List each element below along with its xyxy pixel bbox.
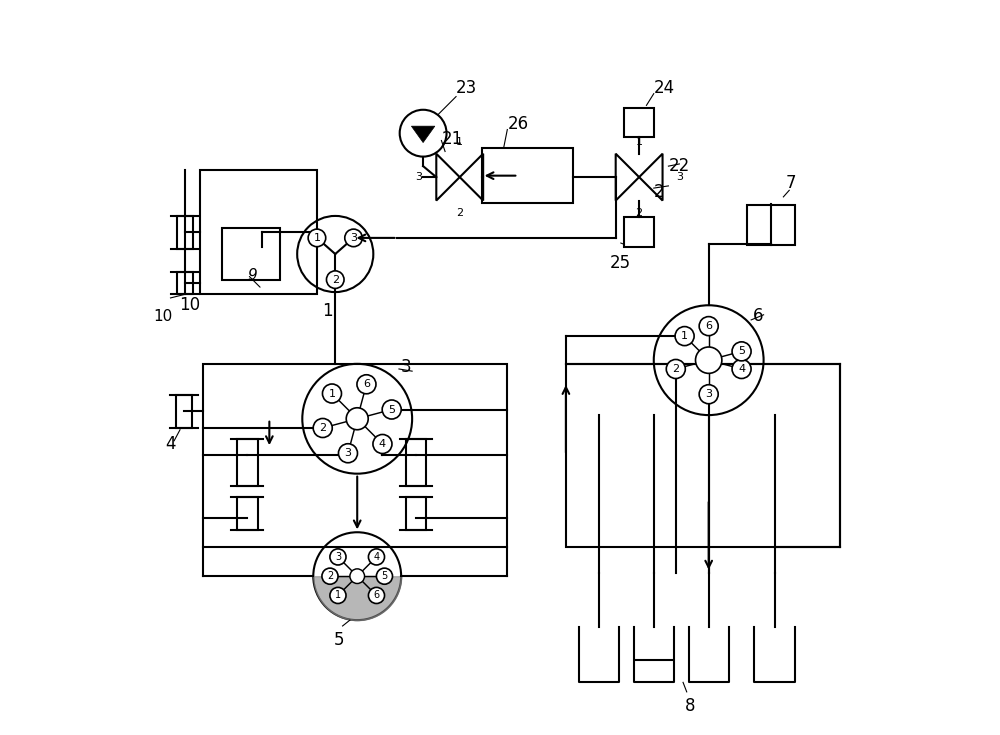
Circle shape [330, 587, 346, 603]
Bar [624, 107, 654, 137]
Circle shape [346, 408, 368, 430]
Text: 25: 25 [610, 254, 631, 272]
Text: 2: 2 [456, 207, 463, 218]
Circle shape [313, 418, 332, 437]
Bar [406, 439, 426, 487]
Circle shape [350, 569, 365, 584]
Text: 3: 3 [677, 172, 684, 182]
Circle shape [732, 359, 751, 379]
Text: 9: 9 [247, 268, 257, 284]
Text: 1: 1 [335, 590, 341, 600]
Text: 3: 3 [415, 172, 422, 182]
Bar [203, 364, 507, 547]
Circle shape [326, 270, 344, 288]
Circle shape [368, 549, 385, 565]
Text: 6: 6 [373, 590, 380, 600]
Bar [624, 218, 654, 247]
Circle shape [357, 375, 376, 394]
Text: 3: 3 [705, 390, 712, 399]
Text: 1: 1 [328, 389, 335, 398]
Text: 4: 4 [373, 552, 380, 562]
Circle shape [308, 229, 326, 247]
Text: 4: 4 [738, 364, 745, 374]
Circle shape [338, 444, 357, 463]
Circle shape [368, 587, 385, 603]
Circle shape [322, 384, 341, 403]
Bar [177, 215, 193, 248]
Circle shape [699, 317, 718, 336]
Bar [177, 272, 193, 294]
Text: 23: 23 [456, 79, 477, 96]
Text: 5: 5 [381, 571, 388, 581]
Text: 10: 10 [154, 309, 173, 324]
Text: 2: 2 [654, 183, 664, 201]
Text: 1: 1 [456, 137, 463, 147]
Text: 26: 26 [507, 115, 528, 133]
Text: 8: 8 [685, 697, 696, 715]
Bar [747, 204, 795, 245]
Circle shape [373, 434, 392, 453]
Bar [176, 395, 192, 428]
Bar [406, 498, 426, 531]
Circle shape [322, 568, 338, 584]
Circle shape [675, 326, 694, 345]
Text: 21: 21 [441, 130, 463, 148]
Text: 7: 7 [786, 173, 796, 192]
Text: 3: 3 [335, 552, 341, 562]
Text: 1: 1 [313, 233, 320, 243]
Text: 1: 1 [636, 137, 643, 147]
Text: 10: 10 [179, 296, 200, 315]
Text: 5: 5 [388, 404, 395, 415]
Text: 2: 2 [327, 571, 333, 581]
Text: 4: 4 [165, 435, 176, 453]
Text: 5: 5 [334, 631, 344, 649]
Circle shape [376, 568, 393, 584]
Circle shape [732, 342, 751, 361]
Text: 3: 3 [344, 448, 351, 458]
Circle shape [696, 347, 722, 373]
Circle shape [330, 549, 346, 565]
Text: 2: 2 [332, 275, 339, 284]
Text: 3: 3 [350, 233, 357, 243]
Text: 5: 5 [738, 346, 745, 356]
Text: 6: 6 [753, 307, 763, 326]
Text: 1: 1 [681, 331, 688, 341]
Text: 2: 2 [672, 364, 679, 374]
Text: 2: 2 [319, 423, 326, 433]
Bar [237, 498, 258, 531]
Text: 6: 6 [363, 379, 370, 390]
Text: 22: 22 [668, 157, 690, 175]
Circle shape [382, 400, 401, 419]
Circle shape [666, 359, 685, 379]
Bar [237, 439, 258, 487]
Text: 4: 4 [379, 439, 386, 449]
Bar [200, 170, 317, 294]
Text: 1: 1 [323, 301, 333, 320]
Circle shape [345, 229, 362, 247]
Text: 3: 3 [401, 359, 412, 376]
Text: 24: 24 [654, 79, 675, 96]
Circle shape [699, 384, 718, 404]
Bar [222, 229, 280, 279]
Text: 2: 2 [636, 207, 643, 218]
Bar [482, 148, 573, 203]
Polygon shape [411, 126, 435, 143]
Bar [566, 364, 840, 547]
Text: 6: 6 [705, 321, 712, 331]
